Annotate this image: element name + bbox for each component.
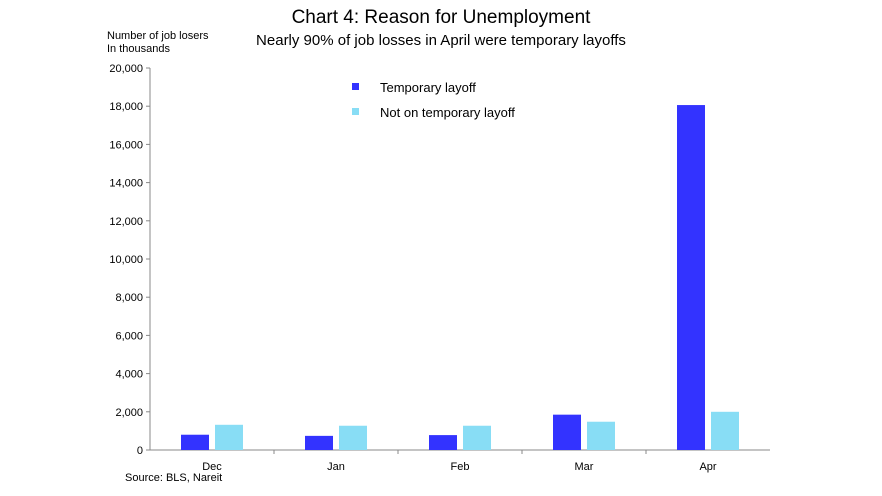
x-tick-label: Apr — [699, 461, 716, 473]
axes: 0 2,000 4,000 6,000 8,000 10,000 12,000 14,000 1… — [109, 63, 770, 473]
bar-not-on-temporary-layoff-dec — [215, 424, 243, 450]
y-tick-label: 6,000 — [115, 330, 143, 342]
y-axis-label: Number of job losers In thousands — [107, 30, 209, 56]
x-tick-label: Jan — [327, 461, 345, 473]
y-tick-label: 8,000 — [115, 292, 143, 304]
bar-temporary-layoff-apr — [677, 105, 705, 450]
bar-temporary-layoff-jan — [305, 435, 333, 450]
y-tick-label: 18,000 — [109, 101, 143, 113]
bar-not-on-temporary-layoff-jan — [339, 425, 367, 450]
bar-temporary-layoff-mar — [553, 414, 581, 450]
y-tick-label: 14,000 — [109, 178, 143, 190]
legend-label: Temporary layoff — [380, 80, 476, 95]
x-tick-label: Feb — [451, 461, 470, 473]
legend-swatch — [352, 83, 359, 90]
y-tick-label: 0 — [137, 445, 143, 457]
chart-subtitle: Nearly 90% of job losses in April were t… — [256, 32, 626, 49]
bar-not-on-temporary-layoff-apr — [711, 411, 739, 450]
y-tick-label: 16,000 — [109, 139, 143, 151]
x-tick-label: Dec — [202, 461, 222, 473]
legend: Temporary layoff Not on temporary layoff — [352, 80, 515, 120]
bar-temporary-layoff-feb — [429, 435, 457, 450]
y-tick-label: 2,000 — [115, 407, 143, 419]
legend-label: Not on temporary layoff — [380, 105, 515, 120]
y-tick-label: 20,000 — [109, 63, 143, 75]
bar-temporary-layoff-dec — [181, 434, 209, 450]
y-tick-label: 10,000 — [109, 254, 143, 266]
y-axis-label-line-2: In thousands — [107, 43, 170, 55]
bars — [181, 105, 739, 450]
y-axis-label-line-1: Number of job losers — [107, 30, 209, 42]
y-tick-label: 4,000 — [115, 369, 143, 381]
source-note: Source: BLS, Nareit — [125, 472, 223, 484]
legend-swatch — [352, 108, 359, 115]
bar-not-on-temporary-layoff-feb — [463, 425, 491, 450]
x-tick-label: Mar — [575, 461, 594, 473]
chart-title: Chart 4: Reason for Unemployment — [291, 7, 591, 28]
y-tick-label: 12,000 — [109, 216, 143, 228]
bar-not-on-temporary-layoff-mar — [587, 421, 615, 450]
